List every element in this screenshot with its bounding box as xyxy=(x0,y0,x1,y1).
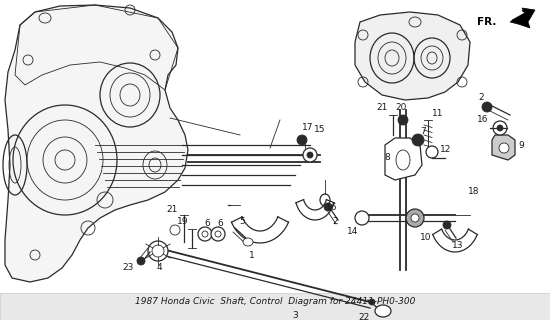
Ellipse shape xyxy=(307,152,313,158)
Text: 7: 7 xyxy=(420,127,426,137)
Text: 23: 23 xyxy=(123,263,134,273)
Ellipse shape xyxy=(303,148,317,162)
Ellipse shape xyxy=(443,221,451,229)
Text: 9: 9 xyxy=(518,140,524,149)
Text: 12: 12 xyxy=(440,146,452,155)
Text: 2: 2 xyxy=(332,218,338,227)
Text: 22: 22 xyxy=(358,314,369,320)
Ellipse shape xyxy=(137,257,145,265)
Polygon shape xyxy=(5,5,188,282)
Polygon shape xyxy=(355,12,470,100)
Text: 2: 2 xyxy=(478,93,484,102)
Text: 16: 16 xyxy=(326,204,338,212)
Ellipse shape xyxy=(375,305,391,317)
Text: 6: 6 xyxy=(217,220,223,228)
Text: 16: 16 xyxy=(476,116,488,124)
Text: 21: 21 xyxy=(377,103,388,113)
Text: 11: 11 xyxy=(432,108,443,117)
Text: FR.: FR. xyxy=(477,17,496,27)
Ellipse shape xyxy=(369,299,375,305)
Ellipse shape xyxy=(297,135,307,145)
Text: 17: 17 xyxy=(302,124,314,132)
Text: 1: 1 xyxy=(249,252,255,260)
Text: 19: 19 xyxy=(177,218,188,227)
FancyBboxPatch shape xyxy=(0,293,550,320)
Text: 15: 15 xyxy=(314,125,326,134)
Ellipse shape xyxy=(324,203,332,211)
Ellipse shape xyxy=(211,227,225,241)
Text: 1987 Honda Civic  Shaft, Control  Diagram for 24411-PH0-300: 1987 Honda Civic Shaft, Control Diagram … xyxy=(135,298,415,307)
Ellipse shape xyxy=(243,238,253,246)
Text: 10: 10 xyxy=(420,234,432,243)
Ellipse shape xyxy=(406,209,424,227)
Text: 13: 13 xyxy=(452,241,464,250)
Text: 5: 5 xyxy=(239,218,245,227)
Text: 3: 3 xyxy=(292,310,298,319)
Ellipse shape xyxy=(411,214,419,222)
Ellipse shape xyxy=(497,125,503,131)
Text: 8: 8 xyxy=(384,153,390,162)
Ellipse shape xyxy=(412,134,424,146)
Text: 14: 14 xyxy=(346,228,358,236)
Ellipse shape xyxy=(482,102,492,112)
Polygon shape xyxy=(385,138,422,180)
Ellipse shape xyxy=(493,121,507,135)
Ellipse shape xyxy=(148,241,168,261)
Text: 21: 21 xyxy=(167,205,178,214)
Ellipse shape xyxy=(198,227,212,241)
Polygon shape xyxy=(492,135,515,160)
Text: 4: 4 xyxy=(156,263,162,273)
Ellipse shape xyxy=(398,115,408,125)
Text: 20: 20 xyxy=(395,103,406,113)
Ellipse shape xyxy=(426,146,438,158)
Text: 6: 6 xyxy=(204,220,210,228)
Ellipse shape xyxy=(499,143,509,153)
Polygon shape xyxy=(510,8,535,28)
Text: 18: 18 xyxy=(468,188,480,196)
Ellipse shape xyxy=(355,211,369,225)
